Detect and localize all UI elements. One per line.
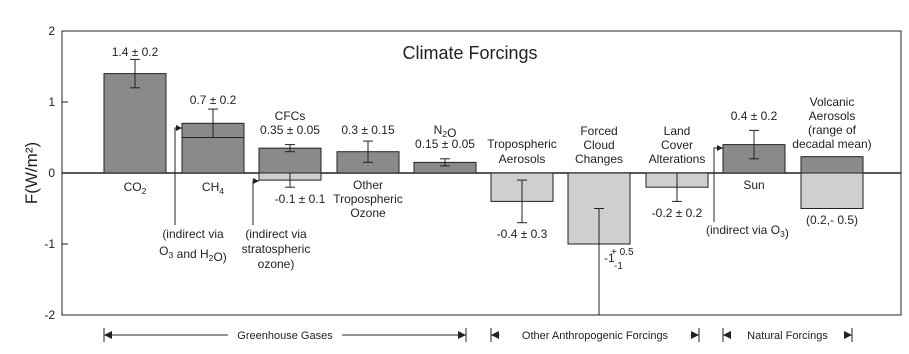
bar-label-clouds-line1: Forced [580,124,617,138]
bar-label-land-line2: Cover [661,138,693,152]
bar-label-co2: CO2 [124,180,147,196]
bar-label-land-line1: Land [664,124,691,138]
note-cfcs-line3: ozone) [258,257,295,271]
note-sun-arrowhead [717,145,723,151]
value-label-sun: 0.4 ± 0.2 [731,109,778,123]
y-tick-label: -2 [44,308,55,322]
group-1-left-arrow [491,331,499,339]
group-0-right-arrow [458,331,466,339]
note-sun: (indirect via O3) [706,223,789,240]
note-cfcs-arrowhead [253,178,259,184]
bar-label-ozone-line3: Ozone [350,206,386,220]
chart-title: Climate Forcings [402,43,537,63]
value-label-n2o: 0.15 ± 0.05 [415,137,475,151]
group-label-0: Greenhouse Gases [237,330,333,342]
bar-label-aerosols-line1: Tropospheric [487,137,557,151]
value-label-ozone: 0.3 ± 0.15 [341,123,395,137]
y-tick-label: 0 [48,166,55,180]
note-cfcs-arrow [253,181,259,225]
group-brackets: Greenhouse Gases Other Anthropogenic Forc… [104,328,852,342]
note-cfcs-line2: stratospheric [242,242,311,256]
value-label-volcanic: (0.2,- 0.5) [806,213,858,227]
bar-label-land-line3: Alterations [649,152,706,166]
y-axis-label: F(W/m²) [22,142,41,204]
bar-label-clouds-line3: Changes [575,152,623,166]
group-label-1: Other Anthropogenic Forcings [522,330,669,342]
bar-co2 [104,74,166,173]
bar-label-ozone-line1: Other [353,178,383,192]
bar-label-ch4: CH4 [202,180,224,196]
value-label-cfcs-negative: -0.1 ± 0.1 [275,192,326,206]
bar-label-volcanic-line4: decadal mean) [792,137,871,151]
note-sun-arrow [714,148,723,222]
group-0-left-arrow [104,331,112,339]
bar-volcanic-negative [801,173,863,209]
group-2-left-arrow [723,331,731,339]
bar-label-volcanic-line2: Aerosols [809,109,856,123]
bar-volcanic [801,157,863,173]
bar-label-clouds-line2: Cloud [583,138,614,152]
bar-label-sun: Sun [743,178,764,192]
group-1-right-arrow [691,331,699,339]
y-tick-label: -1 [44,237,55,251]
note-cfcs-line1: (indirect via [245,227,307,241]
value-label-aerosols: -0.4 ± 0.3 [497,227,548,241]
bar-label-ozone-line2: Tropospheric [333,192,403,206]
value-label-cfcs: 0.35 ± 0.05 [260,123,320,137]
bar-label-cfcs: CFCs [275,109,306,123]
note-ch4-arrow [175,128,182,225]
value-label-land: -0.2 ± 0.2 [652,206,703,220]
note-ch4-line1: (indirect via [162,227,224,241]
value-label-clouds-minus: -1 [614,261,623,272]
group-2-right-arrow [844,331,852,339]
note-ch4-line2: O3 and H2O) [159,244,227,264]
bar-label-volcanic-line3: (range of [808,123,857,137]
y-tick-label: 2 [48,24,55,38]
y-tick-label: 1 [48,95,55,109]
bar-label-aerosols-line2: Aerosols [499,152,546,166]
value-label-co2: 1.4 ± 0.2 [112,45,159,59]
bar-label-volcanic-line1: Volcanic [810,95,855,109]
value-label-clouds-plus: + 0.5 [611,247,634,258]
value-label-ch4: 0.7 ± 0.2 [190,93,237,107]
note-ch4-arrowhead [176,125,182,131]
group-label-2: Natural Forcings [747,330,828,342]
